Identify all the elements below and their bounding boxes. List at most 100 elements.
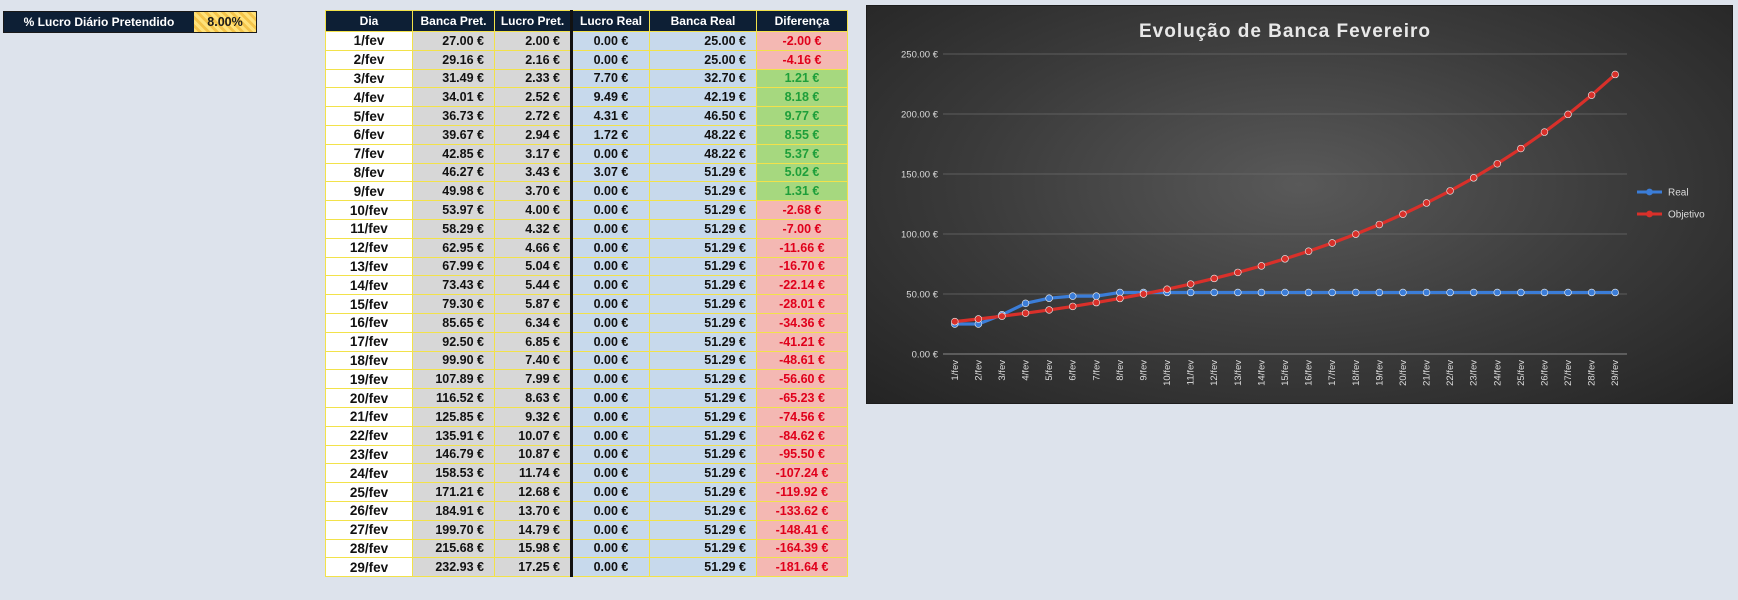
cell-lucro-pret[interactable]: 3.70 € [494,181,573,202]
cell-banca-real[interactable]: 51.29 € [649,538,757,559]
cell-banca-real[interactable]: 51.29 € [649,369,757,390]
cell-diferenca[interactable]: -28.01 € [756,294,848,314]
cell-banca-pret[interactable]: 46.27 € [412,162,495,183]
cell-dia[interactable]: 23/fev [325,444,413,465]
cell-lucro-pret[interactable]: 5.04 € [494,256,573,277]
cell-diferenca[interactable]: 9.77 € [756,106,848,126]
cell-lucro-pret[interactable]: 15.98 € [494,538,573,559]
chart-area[interactable]: Evolução de Banca Fevereiro 0.00 € 50.00 €… [866,5,1733,404]
cell-dia[interactable]: 13/fev [325,256,413,277]
cell-dia[interactable]: 15/fev [325,294,413,314]
cell-diferenca[interactable]: -164.39 € [756,538,848,559]
cell-banca-pret[interactable]: 99.90 € [412,350,495,371]
cell-lucro-real[interactable]: 0.00 € [571,294,650,314]
cell-lucro-real[interactable]: 9.49 € [571,87,650,108]
cell-banca-pret[interactable]: 232.93 € [412,557,495,578]
cell-banca-real[interactable]: 51.29 € [649,294,757,314]
cell-lucro-pret[interactable]: 7.99 € [494,369,573,390]
cell-diferenca[interactable]: -41.21 € [756,331,848,352]
cell-dia[interactable]: 22/fev [325,425,413,446]
cell-lucro-real[interactable]: 0.00 € [571,237,650,258]
cell-lucro-real[interactable]: 0.00 € [571,538,650,559]
cell-dia[interactable]: 11/fev [325,218,413,239]
cell-lucro-pret[interactable]: 9.32 € [494,406,573,427]
cell-lucro-pret[interactable]: 10.87 € [494,444,573,465]
cell-dia[interactable]: 21/fev [325,406,413,427]
cell-dia[interactable]: 3/fev [325,68,413,89]
cell-banca-pret[interactable]: 215.68 € [412,538,495,559]
cell-diferenca[interactable]: -65.23 € [756,388,848,408]
cell-diferenca[interactable]: -22.14 € [756,275,848,296]
cell-lucro-real[interactable]: 0.00 € [571,519,650,540]
cell-banca-real[interactable]: 25.00 € [649,49,757,70]
cell-banca-real[interactable]: 51.29 € [649,275,757,296]
cell-dia[interactable]: 7/fev [325,143,413,164]
cell-diferenca[interactable]: -2.00 € [756,31,848,51]
cell-banca-pret[interactable]: 53.97 € [412,200,495,220]
cell-dia[interactable]: 2/fev [325,49,413,70]
cell-lucro-pret[interactable]: 2.00 € [494,31,573,51]
cell-dia[interactable]: 28/fev [325,538,413,559]
cell-banca-real[interactable]: 51.29 € [649,162,757,183]
cell-lucro-pret[interactable]: 5.44 € [494,275,573,296]
cell-dia[interactable]: 14/fev [325,275,413,296]
cell-banca-real[interactable]: 51.29 € [649,331,757,352]
cell-lucro-real[interactable]: 0.00 € [571,143,650,164]
cell-banca-pret[interactable]: 27.00 € [412,31,495,51]
cell-lucro-real[interactable]: 0.00 € [571,482,650,502]
cell-lucro-real[interactable]: 0.00 € [571,218,650,239]
cell-dia[interactable]: 9/fev [325,181,413,202]
cell-banca-real[interactable]: 51.29 € [649,350,757,371]
cell-banca-pret[interactable]: 135.91 € [412,425,495,446]
cell-dia[interactable]: 20/fev [325,388,413,408]
cell-banca-real[interactable]: 51.29 € [649,500,757,521]
cell-dia[interactable]: 27/fev [325,519,413,540]
cell-banca-real[interactable]: 48.22 € [649,143,757,164]
cell-banca-real[interactable]: 51.29 € [649,444,757,465]
header-dia[interactable]: Dia [325,10,413,32]
cell-diferenca[interactable]: -84.62 € [756,425,848,446]
cell-lucro-real[interactable]: 0.00 € [571,31,650,51]
cell-banca-real[interactable]: 51.29 € [649,237,757,258]
cell-lucro-pret[interactable]: 14.79 € [494,519,573,540]
cell-banca-pret[interactable]: 79.30 € [412,294,495,314]
cell-lucro-real[interactable]: 0.00 € [571,350,650,371]
cell-banca-real[interactable]: 51.29 € [649,463,757,484]
cell-dia[interactable]: 4/fev [325,87,413,108]
header-banca-pret[interactable]: Banca Pret. [412,10,495,32]
cell-banca-pret[interactable]: 171.21 € [412,482,495,502]
cell-diferenca[interactable]: -34.36 € [756,312,848,333]
cell-lucro-real[interactable]: 0.00 € [571,256,650,277]
cell-lucro-real[interactable]: 0.00 € [571,275,650,296]
cell-lucro-pret[interactable]: 2.94 € [494,124,573,145]
cell-dia[interactable]: 17/fev [325,331,413,352]
cell-banca-pret[interactable]: 116.52 € [412,388,495,408]
cell-banca-real[interactable]: 51.29 € [649,256,757,277]
cell-diferenca[interactable]: 5.02 € [756,162,848,183]
cell-diferenca[interactable]: 1.21 € [756,68,848,89]
cell-banca-real[interactable]: 51.29 € [649,519,757,540]
cell-banca-pret[interactable]: 49.98 € [412,181,495,202]
cell-dia[interactable]: 25/fev [325,482,413,502]
cell-banca-pret[interactable]: 36.73 € [412,106,495,126]
cell-lucro-real[interactable]: 0.00 € [571,181,650,202]
cell-banca-pret[interactable]: 34.01 € [412,87,495,108]
cell-banca-pret[interactable]: 73.43 € [412,275,495,296]
cell-banca-real[interactable]: 48.22 € [649,124,757,145]
cell-lucro-real[interactable]: 0.00 € [571,463,650,484]
cell-dia[interactable]: 1/fev [325,31,413,51]
cell-banca-pret[interactable]: 67.99 € [412,256,495,277]
cell-dia[interactable]: 18/fev [325,350,413,371]
cell-lucro-pret[interactable]: 10.07 € [494,425,573,446]
header-diferenca[interactable]: Diferença [756,10,848,32]
cell-banca-real[interactable]: 51.29 € [649,200,757,220]
cell-lucro-real[interactable]: 0.00 € [571,557,650,578]
cell-banca-real[interactable]: 46.50 € [649,106,757,126]
cell-diferenca[interactable]: 8.18 € [756,87,848,108]
cell-diferenca[interactable]: -48.61 € [756,350,848,371]
cell-lucro-pret[interactable]: 4.32 € [494,218,573,239]
cell-diferenca[interactable]: -95.50 € [756,444,848,465]
cell-banca-pret[interactable]: 85.65 € [412,312,495,333]
cell-lucro-pret[interactable]: 6.34 € [494,312,573,333]
cell-diferenca[interactable]: -74.56 € [756,406,848,427]
